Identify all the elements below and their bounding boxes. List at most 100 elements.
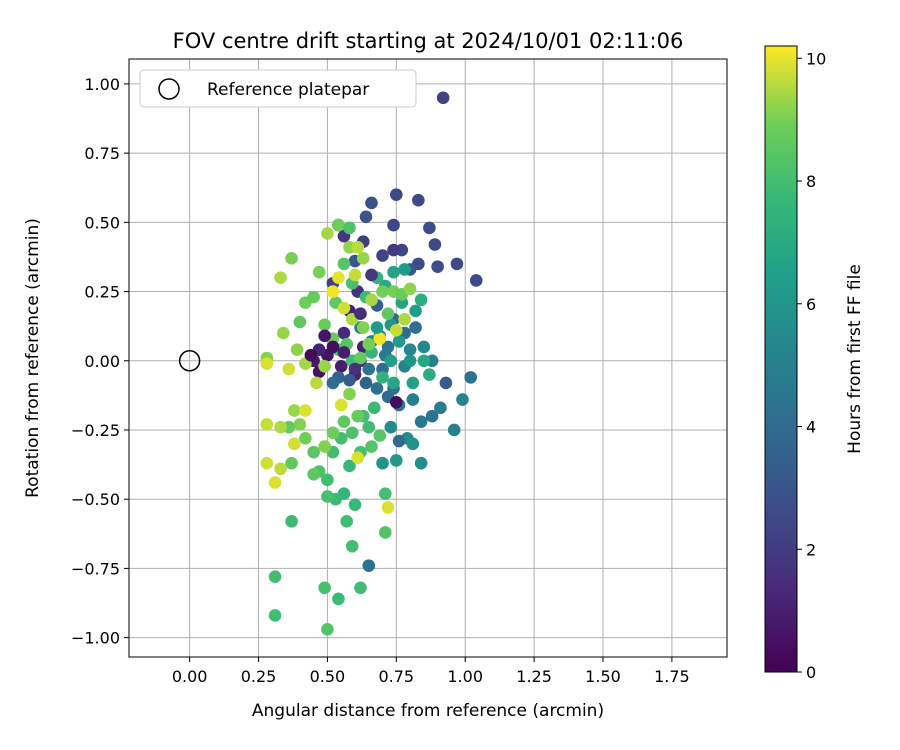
data-point — [387, 376, 400, 390]
y-tick-label: −0.25 — [71, 421, 120, 440]
data-point — [456, 393, 469, 406]
data-point — [268, 476, 282, 489]
data-point — [398, 312, 411, 326]
data-point — [370, 382, 384, 395]
legend-marker-reference — [158, 78, 180, 100]
data-point — [318, 581, 331, 595]
data-point — [378, 487, 392, 500]
data-point — [378, 526, 392, 539]
data-point — [354, 351, 367, 365]
data-point — [469, 274, 483, 287]
y-tick-label: 0.25 — [84, 283, 120, 302]
data-point — [359, 376, 373, 390]
data-point — [365, 440, 378, 453]
data-point — [387, 218, 400, 232]
legend-box — [139, 69, 417, 108]
data-point — [450, 257, 464, 271]
data-point — [268, 570, 282, 584]
data-point — [277, 326, 290, 340]
data-point — [343, 459, 356, 473]
data-point — [431, 260, 444, 273]
data-point — [447, 423, 461, 437]
data-point — [345, 426, 359, 440]
data-points — [260, 91, 483, 636]
data-point — [381, 307, 395, 321]
data-point — [290, 343, 304, 356]
data-point — [282, 362, 296, 376]
data-point — [362, 420, 376, 434]
colorbar-ticks: 0 2 4 6 8 10 — [797, 49, 826, 682]
data-point — [326, 340, 340, 354]
data-point — [351, 451, 365, 464]
data-point — [373, 429, 387, 442]
data-point — [268, 609, 282, 622]
data-point — [414, 415, 428, 428]
data-point — [392, 434, 406, 448]
data-point — [409, 304, 422, 318]
data-point — [359, 210, 373, 224]
y-tick-label: 0.75 — [84, 144, 120, 163]
data-point — [299, 404, 312, 417]
data-point — [365, 268, 378, 282]
data-point — [414, 293, 428, 307]
data-point — [332, 592, 345, 606]
data-point — [392, 335, 406, 348]
y-tick-label: −0.75 — [71, 559, 120, 578]
data-point — [288, 437, 301, 451]
data-point — [376, 285, 389, 298]
data-point — [293, 315, 307, 329]
data-point — [434, 401, 447, 415]
data-point — [417, 340, 431, 354]
x-tick-label: 0.25 — [241, 667, 277, 686]
data-point — [464, 371, 478, 384]
colorbar-label: Hours from first FF file — [845, 264, 865, 454]
data-point — [326, 426, 340, 440]
data-point — [348, 362, 362, 376]
data-point — [318, 440, 331, 453]
x-axis-label: Angular distance from reference (arcmin) — [252, 701, 604, 721]
colorbar-tick-label: 8 — [806, 172, 816, 191]
chart-title: FOV centre drift starting at 2024/10/01 … — [173, 29, 684, 53]
data-point — [351, 409, 365, 423]
y-tick-label: 0.00 — [84, 352, 120, 371]
data-point — [274, 271, 287, 285]
data-point — [285, 456, 298, 470]
data-point — [285, 515, 298, 528]
data-point — [362, 337, 376, 351]
data-point — [310, 376, 323, 390]
data-point — [406, 376, 420, 390]
legend: Reference platepar — [139, 69, 417, 108]
reference-platepar-marker — [178, 350, 201, 372]
data-point — [436, 91, 450, 105]
data-point — [406, 393, 420, 406]
data-point — [337, 326, 351, 340]
data-point — [318, 318, 331, 332]
data-point — [423, 221, 436, 235]
data-point — [343, 373, 356, 387]
data-point — [412, 193, 425, 207]
data-point — [376, 249, 389, 262]
data-point — [321, 623, 334, 636]
reference-layer — [178, 350, 201, 372]
x-tick-label: 0.00 — [172, 667, 208, 686]
data-point — [260, 456, 274, 470]
data-point — [390, 324, 403, 337]
data-point — [403, 354, 417, 368]
colorbar-tick-label: 6 — [806, 295, 816, 314]
data-point — [340, 515, 354, 528]
data-point — [332, 218, 345, 232]
data-point — [337, 257, 351, 271]
data-point — [334, 398, 348, 412]
data-point — [337, 346, 351, 359]
y-tick-label: −0.50 — [71, 490, 120, 509]
x-tick-label: 1.25 — [516, 667, 552, 686]
data-point — [390, 395, 403, 409]
data-point — [304, 348, 318, 362]
x-tick-label: 1.75 — [654, 667, 690, 686]
data-point — [318, 329, 331, 343]
data-point — [373, 332, 387, 345]
data-point — [274, 420, 287, 434]
data-point — [312, 265, 326, 279]
data-point — [370, 321, 384, 334]
